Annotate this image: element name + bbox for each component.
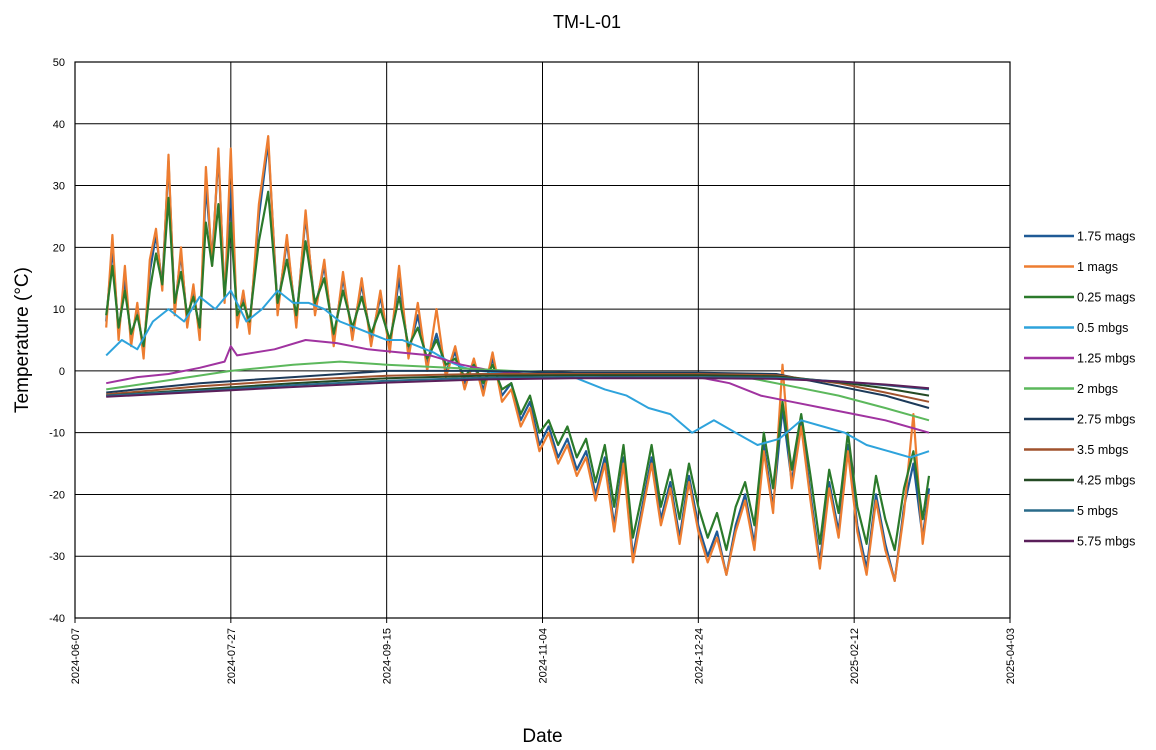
y-tick-label: 20 [53, 242, 65, 254]
x-tick-label: 2024-09-15 [382, 628, 394, 684]
x-tick-label: 2025-04-03 [1005, 628, 1017, 684]
series-line [106, 339, 930, 434]
y-tick-label: 30 [53, 181, 65, 193]
legend-label: 1 mags [1077, 260, 1118, 274]
series-line [105, 190, 931, 552]
y-tick-label: -10 [49, 428, 65, 440]
y-axis-ticks: -40 -30 -20 -10 0 10 20 30 40 50 [49, 57, 65, 625]
series-lines [105, 135, 931, 583]
legend-label: 5 mbgs [1077, 504, 1118, 518]
series-line [105, 141, 931, 583]
series-line [105, 289, 930, 459]
legend-label: 2 mbgs [1077, 382, 1118, 396]
x-tick-label: 2024-12-24 [693, 628, 705, 684]
x-axis-label: Date [522, 726, 562, 747]
legend-label: 3.5 mbgs [1077, 443, 1128, 457]
chart-title: TM-L-01 [553, 12, 621, 32]
legend: 1.75 mags 1 mags 0.25 mags 0.5 mbgs 1.25 mbg… [1024, 230, 1135, 549]
series-line [106, 377, 930, 398]
legend-label: 5.75 mbgs [1077, 535, 1135, 549]
y-tick-label: 50 [53, 57, 65, 69]
grid-lines [74, 61, 1011, 619]
legend-label: 0.25 mags [1077, 291, 1135, 305]
y-tick-label: 10 [53, 304, 65, 316]
legend-label: 1.25 mbgs [1077, 352, 1135, 366]
y-tick-label: 0 [59, 366, 65, 378]
series-line [106, 373, 930, 403]
legend-label: 2.75 mbgs [1077, 413, 1135, 427]
x-tick-label: 2025-02-12 [849, 628, 861, 684]
y-tick-label: -40 [49, 613, 65, 625]
series-line [106, 374, 930, 397]
x-tick-label: 2024-07-27 [226, 628, 238, 684]
series-line [106, 369, 930, 409]
y-tick-label: -20 [49, 489, 65, 501]
legend-label: 1.75 mags [1077, 230, 1135, 244]
y-axis-label: Temperature (°C) [12, 267, 33, 413]
y-tick-label: -30 [49, 551, 65, 563]
x-tick-label: 2024-06-07 [70, 628, 82, 684]
legend-label: 0.5 mbgs [1077, 321, 1128, 335]
series-line [105, 135, 931, 583]
plot-area-border [74, 61, 1011, 619]
x-tick-label: 2024-11-04 [538, 628, 550, 683]
x-axis-ticks: 2024-06-07 2024-07-27 2024-09-15 2024-11-04… [70, 618, 1017, 684]
legend-label: 4.25 mbgs [1077, 474, 1135, 488]
y-tick-label: 40 [53, 119, 65, 131]
